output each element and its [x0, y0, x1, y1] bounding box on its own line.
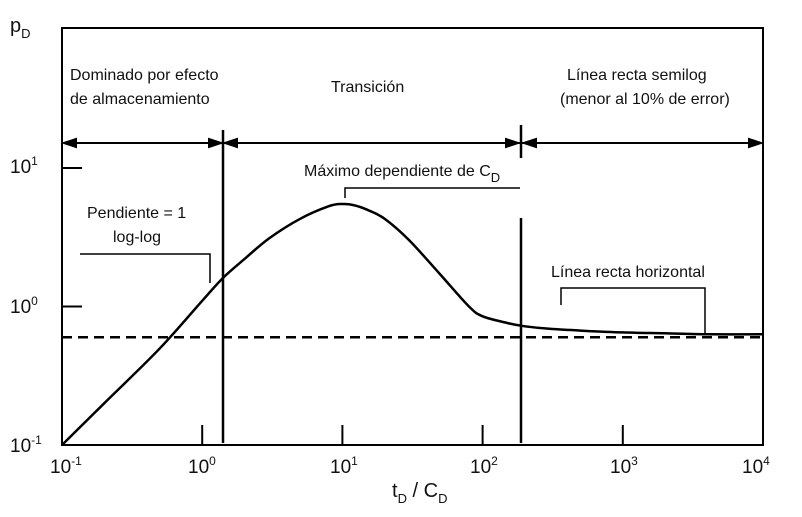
arrowhead-transition-end	[505, 137, 522, 149]
plot-frame	[61, 27, 764, 446]
pressure-curve	[61, 202, 764, 446]
arrowhead-right-end	[748, 137, 765, 149]
region-arrows	[60, 137, 765, 149]
x-axis-title-sub-b: D	[438, 491, 447, 506]
x-tick-label-0: 100	[188, 454, 216, 478]
arrowhead-semilog-start	[520, 137, 537, 149]
y-axis-symbol-main: p	[10, 15, 21, 37]
y-tick-label-1: 101	[10, 154, 38, 178]
x-axis-title-sub-a: D	[398, 491, 407, 506]
x-axis-title: tD / CD	[392, 480, 447, 506]
arrowhead-storage-end	[208, 137, 225, 149]
y-axis-symbol: pD	[10, 15, 31, 41]
region-semilog-line1: Línea recta semilog	[567, 67, 707, 84]
x-tick-label-2: 102	[470, 454, 498, 478]
x-axis-title-main: t	[392, 480, 398, 502]
y-tick-label-minus1: 10-1	[10, 433, 42, 457]
annotation-horizontal-leader	[560, 287, 706, 333]
y-tick-label-0: 100	[10, 294, 38, 318]
annotation-max-leader	[344, 187, 520, 198]
annotation-slope-line2: log-log	[113, 229, 161, 246]
region-storage-line1: Dominado por efecto	[70, 67, 219, 84]
region-storage-line2: de almacenamiento	[70, 91, 210, 108]
annotation-max-text: Máximo dependiente de C	[304, 163, 491, 180]
region-semilog-line2: (menor al 10% de error)	[560, 91, 730, 108]
annotation-max-sub: D	[491, 170, 500, 185]
annotation-horizontal: Línea recta horizontal	[551, 264, 705, 281]
x-tick-label-minus1: 10-1	[50, 454, 82, 478]
arrowhead-transition-start	[221, 137, 238, 149]
annotation-slope-leader	[80, 253, 211, 283]
arrowhead-left-start	[60, 137, 77, 149]
y-tick-labels: 101 100 10-1	[10, 154, 42, 457]
x-tick-label-4: 104	[742, 454, 770, 478]
annotation-max: Máximo dependiente de CD	[304, 163, 500, 185]
tick-marks	[62, 167, 624, 445]
x-tick-label-1: 101	[330, 454, 358, 478]
x-tick-labels: 10-1 100 101 102 103 104	[50, 454, 770, 478]
y-axis-symbol-sub: D	[21, 26, 30, 41]
x-tick-label-3: 103	[610, 454, 638, 478]
x-axis-title-sep: / C	[407, 480, 438, 502]
region-transition: Transición	[331, 79, 404, 96]
annotation-slope-line1: Pendiente = 1	[87, 205, 186, 222]
